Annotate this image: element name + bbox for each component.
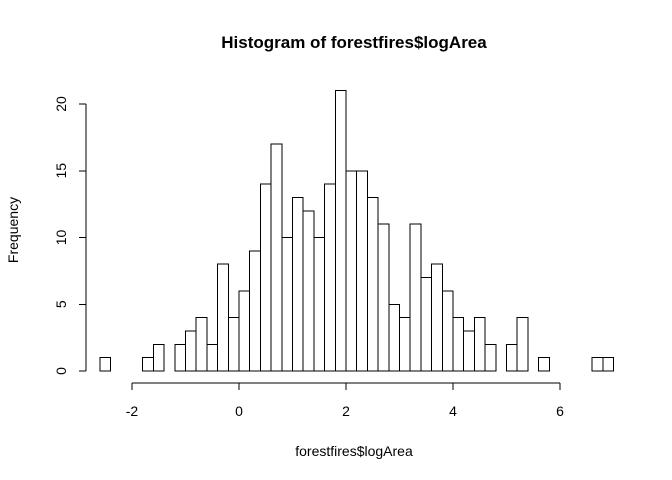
histogram-bar-41 xyxy=(538,357,550,372)
y-tick-label-1: 5 xyxy=(53,300,69,308)
x-tick-label-3: 4 xyxy=(449,403,457,419)
histogram-bar-12 xyxy=(227,317,240,372)
histogram-bar-9 xyxy=(195,317,208,372)
histogram-bar-4 xyxy=(142,357,154,372)
y-tick-label-3: 15 xyxy=(53,163,69,179)
histogram-bar-16 xyxy=(270,143,283,372)
y-tick-label-0: 0 xyxy=(53,367,69,375)
y-axis-label: Frequency xyxy=(5,197,21,263)
x-tick-label-0: -2 xyxy=(126,403,139,419)
bars-group xyxy=(99,90,614,372)
x-tick-label-4: 6 xyxy=(556,403,564,419)
histogram-bar-46 xyxy=(591,357,604,372)
histogram-bar-18 xyxy=(292,196,304,372)
histogram-bar-29 xyxy=(409,223,422,372)
x-tick-label-1: 0 xyxy=(235,403,243,419)
histogram-bar-5 xyxy=(152,343,165,372)
histogram-bar-7 xyxy=(174,343,187,372)
histogram-bar-19 xyxy=(302,210,315,372)
histogram-bar-28 xyxy=(399,317,411,372)
histogram-bar-27 xyxy=(388,303,400,372)
histogram-bar-32 xyxy=(441,290,454,372)
histogram-bar-13 xyxy=(238,290,251,372)
histogram-bar-31 xyxy=(431,263,443,372)
y-tick-label-2: 10 xyxy=(53,230,69,246)
chart-title: Histogram of forestfires$logArea xyxy=(221,33,487,52)
x-axis-label: forestfires$logArea xyxy=(295,443,413,459)
histogram-bar-21 xyxy=(324,183,336,372)
histogram-bar-22 xyxy=(334,90,347,372)
histogram-bar-23 xyxy=(345,170,358,372)
histogram-bar-11 xyxy=(217,263,229,372)
histogram-bar-35 xyxy=(473,317,486,372)
histogram-bar-14 xyxy=(249,250,261,372)
histogram-bar-39 xyxy=(516,317,529,372)
histogram-bar-24 xyxy=(356,170,368,372)
x-tick-label-2: 2 xyxy=(342,403,350,419)
histogram-bar-36 xyxy=(484,343,497,372)
histogram-bar-34 xyxy=(463,330,475,372)
histogram-bar-25 xyxy=(366,196,379,372)
y-tick-label-4: 20 xyxy=(53,96,69,112)
x-axis: -2 0 2 4 6 xyxy=(126,382,564,419)
histogram-bar-15 xyxy=(259,183,272,372)
histogram-bar-30 xyxy=(420,277,433,372)
histogram-bar-20 xyxy=(313,237,326,372)
histogram-bar-10 xyxy=(206,343,219,372)
histogram-bar-8 xyxy=(185,330,197,372)
histogram-bar-33 xyxy=(452,317,465,372)
y-axis: 0 5 10 15 20 xyxy=(53,96,87,375)
histogram-bar-17 xyxy=(281,237,293,372)
histogram-bar-38 xyxy=(506,343,518,372)
histogram-bar-0 xyxy=(99,357,112,372)
histogram-bar-26 xyxy=(377,223,390,372)
histogram-bar-47 xyxy=(602,357,614,372)
